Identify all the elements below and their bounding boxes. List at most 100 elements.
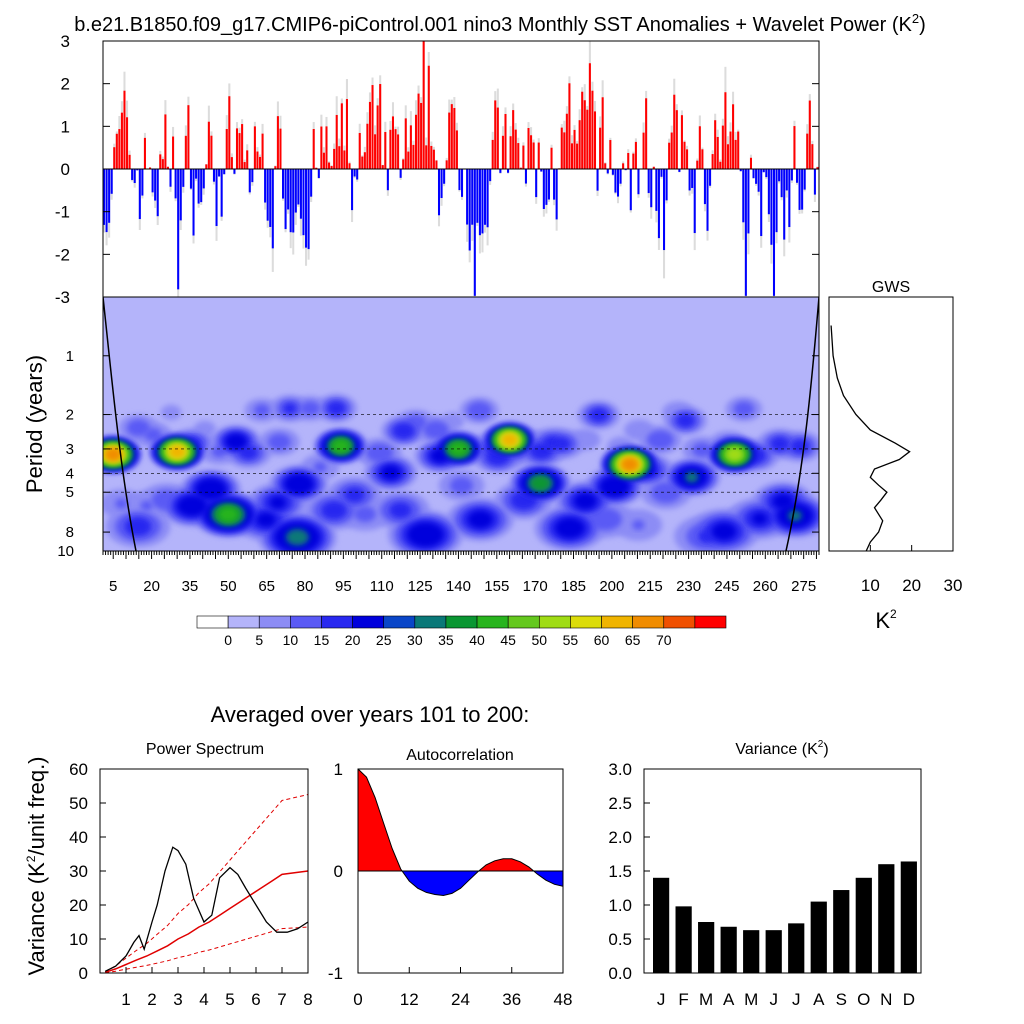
variance-bar [743,930,760,973]
positive-anomaly-bar [724,92,727,169]
colorbar-label: 45 [500,632,516,648]
y-tick-label: 0.5 [608,930,632,949]
negative-anomaly-bar [706,169,709,231]
positive-anomaly-bar [721,125,724,169]
positive-anomaly-bar [432,149,435,169]
positive-anomaly-bar [210,135,213,169]
positive-anomaly-bar [675,110,678,169]
negative-anomaly-bar [302,169,305,236]
negative-anomaly-bar [744,169,747,296]
negative-anomaly-bar [785,169,788,191]
positive-anomaly-bar [389,129,392,169]
negative-anomaly-bar [801,169,804,210]
positive-anomaly-bar [379,84,382,169]
negative-anomaly-bar [269,169,272,227]
negative-anomaly-bar [755,169,758,184]
wavelet-contour-blob [300,401,321,416]
negative-anomaly-bar [657,169,660,239]
x-tick-label: 10 [861,576,880,595]
negative-anomaly-bar [478,169,481,236]
wavelet-contour-blob [285,528,309,546]
negative-anomaly-bar [195,169,198,179]
y-tick-label: 10 [69,930,88,949]
negative-anomaly-bar [619,169,622,184]
colorbar-swatch [663,615,696,629]
negative-anomaly-bar [248,169,251,193]
x-tick-label: 125 [408,578,433,595]
negative-anomaly-bar [665,169,668,201]
negative-anomaly-bar [693,169,696,234]
positive-anomaly-bar [328,162,331,169]
negative-anomaly-bar [688,169,691,191]
negative-anomaly-bar [524,169,527,184]
red-noise-upper [104,794,309,973]
negative-anomaly-bar [138,169,141,220]
colorbar-label: 5 [255,632,263,648]
wavelet-contour-blob [599,476,630,497]
autocorrelation-negative-area [358,871,563,896]
positive-anomaly-bar [187,105,190,169]
negative-anomaly-bar [486,169,489,228]
x-tick-label: 35 [182,578,199,595]
x-tick-label: 20 [143,578,160,595]
negative-anomaly-bar [103,169,106,225]
negative-anomaly-bar [783,169,786,240]
colorbar-swatch [352,615,385,629]
positive-anomaly-bar [512,110,515,169]
wavelet-contour-blob [589,407,609,423]
positive-anomaly-bar [550,147,553,169]
positive-anomaly-bar [243,162,246,169]
colorbar-swatch [601,615,633,629]
power-spectrum-title: Power Spectrum [146,741,264,758]
negative-anomaly-bar [310,169,313,197]
positive-anomaly-bar [570,143,574,169]
negative-anomaly-bar [691,169,694,188]
wavelet-contour-blob [788,510,802,522]
colorbar-swatch [227,615,260,629]
positive-anomaly-bar [504,113,507,169]
positive-anomaly-bar [711,154,714,169]
y-tick-label: -2 [55,245,70,264]
negative-anomaly-bar [547,169,550,200]
positive-anomaly-bar [560,127,563,169]
wavelet-contour-blob [684,471,699,483]
positive-anomaly-bar [368,101,371,169]
x-tick-label: M [699,990,713,1009]
x-tick-label: 260 [753,578,778,595]
positive-anomaly-bar [276,116,279,169]
positive-anomaly-bar [588,63,591,170]
colorbar-label: 60 [594,632,610,648]
x-tick-label: 3 [173,990,182,1009]
colorbar-label: 70 [656,632,672,648]
variance-bar [698,922,715,973]
autocorrelation-ticks: 1 0 -1 0 12 24 36 48 [328,760,573,1009]
positive-anomaly-bar [427,65,430,169]
negative-anomaly-bar [182,169,185,187]
colorbar-label: 10 [283,632,299,648]
negative-anomaly-bar [200,169,203,203]
wavelet-contour-blob [646,430,674,450]
positive-anomaly-bar [161,159,164,169]
positive-anomaly-bar [732,104,735,169]
positive-anomaly-bar [256,151,259,169]
negative-anomaly-bar [202,169,205,189]
positive-anomaly-bar [532,142,535,169]
wavelet-contour-blob [381,465,401,480]
negative-anomaly-bar [154,169,157,201]
x-tick-label: 2 [147,990,156,1009]
wavelet-contour-blob [344,487,365,503]
colorbar-swatch [321,615,353,629]
negative-anomaly-bar [136,169,139,171]
colorbar-label: 15 [314,632,330,648]
y-tick-label: 20 [69,896,88,915]
positive-anomaly-bar [537,142,540,169]
negative-anomaly-bar [757,169,760,192]
anomaly-bars [103,41,819,297]
monthly-variance-title: Variance (K2) [735,739,828,758]
positive-anomaly-bar [430,145,433,169]
negative-anomaly-bar [440,169,443,199]
x-tick-label: 215 [638,578,663,595]
power-spectrum-ticks: 0 10 20 30 40 50 60 1 2 3 4 5 6 7 8 [69,760,313,1009]
colorbar-label: 50 [532,632,548,648]
positive-anomaly-bar [627,152,630,169]
